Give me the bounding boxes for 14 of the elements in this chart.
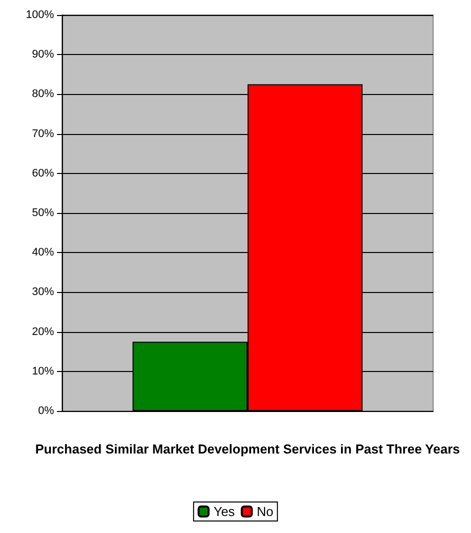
y-tick-label: 40% [32, 246, 54, 259]
y-tick-label: 50% [32, 207, 54, 219]
legend-label: Yes [214, 504, 236, 519]
y-tick-label: 0% [38, 405, 54, 417]
legend-label: No [256, 504, 274, 519]
y-tick-label: 20% [32, 326, 54, 338]
y-tick-label: 90% [32, 48, 54, 61]
y-tick-label: 60% [32, 167, 54, 180]
y-tick-label: 30% [32, 286, 54, 298]
x-axis-title: Purchased Similar Market Development Services in Past Three Years [35, 442, 460, 456]
y-tick-label: 100% [26, 9, 54, 21]
y-tick-label: 70% [32, 128, 54, 140]
y-tick-label: 10% [32, 365, 54, 378]
y-tick-label: 80% [32, 88, 54, 100]
